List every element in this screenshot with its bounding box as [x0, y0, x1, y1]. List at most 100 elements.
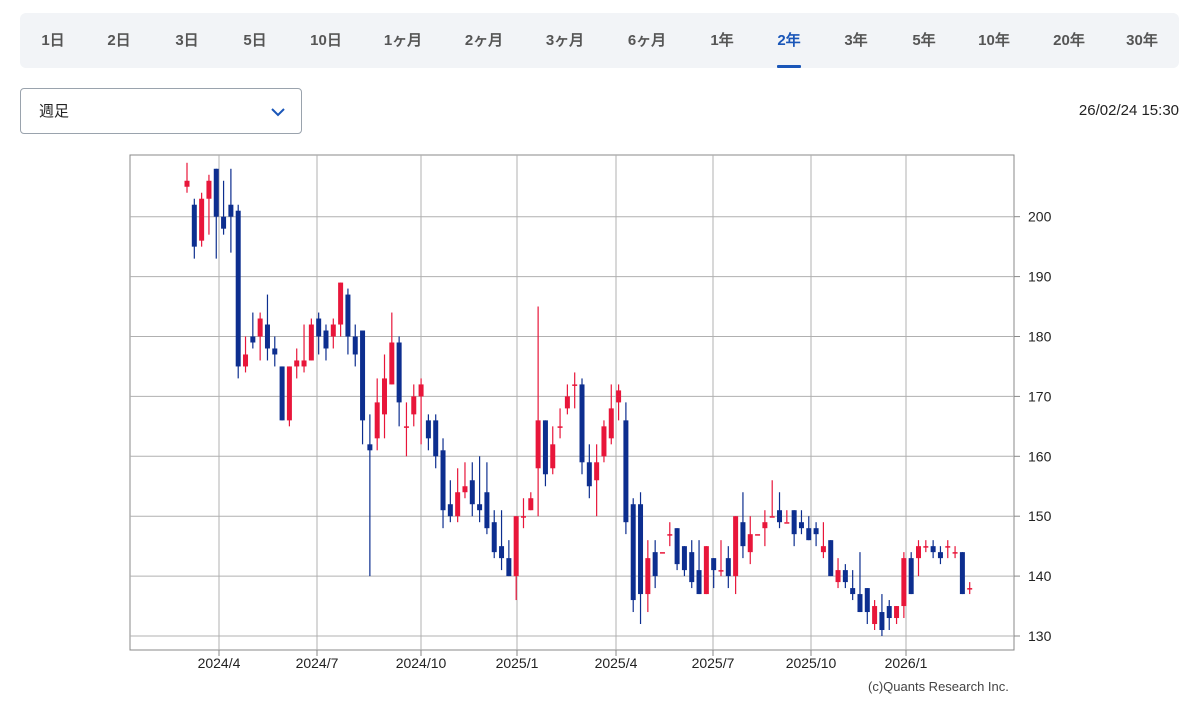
- tab-10年[interactable]: 10年: [978, 32, 1010, 49]
- candle-body: [221, 216, 227, 229]
- tab-3日[interactable]: 3日: [175, 32, 199, 49]
- candle-body: [506, 558, 512, 577]
- candle-body: [572, 384, 578, 386]
- candle-body: [755, 534, 761, 536]
- candle-body: [652, 552, 658, 577]
- x-tick-label: 2025/10: [786, 655, 837, 671]
- candle-body: [264, 324, 270, 349]
- candle-body: [484, 492, 490, 529]
- candle-body: [440, 450, 446, 511]
- candle-body: [184, 180, 190, 187]
- plot-frame: [129, 154, 1015, 651]
- candle-body: [294, 360, 300, 367]
- y-tick-label: 170: [1028, 388, 1052, 404]
- candle-body: [345, 294, 351, 337]
- candle-body: [857, 594, 863, 613]
- candle-body: [330, 324, 336, 337]
- candle-body: [638, 504, 644, 595]
- candle-body: [316, 318, 322, 337]
- y-tick-label: 130: [1028, 628, 1052, 644]
- candle-body: [455, 492, 461, 517]
- candle-body: [542, 420, 548, 475]
- x-tick-label: 2025/4: [595, 655, 638, 671]
- candle-body: [872, 606, 878, 625]
- tab-5年[interactable]: 5年: [912, 32, 936, 49]
- tab-5日[interactable]: 5日: [243, 32, 267, 49]
- candle-body: [762, 522, 768, 529]
- candle-body: [777, 510, 783, 523]
- interval-select[interactable]: 週足: [20, 88, 302, 134]
- candle-body: [382, 378, 388, 415]
- tab-1ヶ月[interactable]: 1ヶ月: [383, 32, 423, 49]
- tab-2日[interactable]: 2日: [107, 32, 131, 49]
- candle-body: [513, 516, 519, 577]
- candle-body: [916, 546, 921, 559]
- candle-body: [828, 540, 834, 577]
- candle-body: [813, 528, 819, 535]
- candle-body: [696, 570, 702, 595]
- candle-body: [923, 546, 929, 548]
- candle-body: [235, 210, 241, 367]
- candle-body: [528, 498, 534, 511]
- timestamp: 26/02/24 15:30: [1078, 102, 1179, 119]
- x-tick-label: 2024/10: [396, 655, 447, 671]
- tab-2年[interactable]: 2年: [777, 32, 801, 49]
- candle-body: [689, 552, 695, 583]
- candle-body: [630, 504, 636, 601]
- candle-body: [798, 522, 804, 529]
- candle-body: [491, 522, 497, 553]
- tab-6ヶ月[interactable]: 6ヶ月: [627, 32, 667, 49]
- candle-body: [769, 516, 775, 518]
- tab-2ヶ月[interactable]: 2ヶ月: [464, 32, 504, 49]
- candle-body: [608, 408, 614, 439]
- candle-body: [323, 330, 329, 349]
- candle-body: [806, 528, 812, 541]
- candle-body: [228, 204, 234, 217]
- candle-body: [272, 348, 278, 355]
- candle-body: [403, 426, 409, 428]
- candle-body: [469, 480, 475, 505]
- candle-body: [930, 546, 936, 553]
- tab-30年[interactable]: 30年: [1126, 32, 1158, 49]
- tab-20年[interactable]: 20年: [1053, 32, 1085, 49]
- candle-body: [550, 444, 556, 469]
- candle-body: [937, 552, 943, 559]
- candle-body: [791, 510, 797, 535]
- candle-body: [308, 324, 314, 361]
- candle-body: [952, 552, 958, 554]
- x-tick-label: 2024/4: [198, 655, 241, 671]
- tab-10日[interactable]: 10日: [310, 32, 342, 49]
- tab-3ヶ月[interactable]: 3ヶ月: [545, 32, 585, 49]
- candle-body: [835, 570, 841, 583]
- active-tab-underline: [777, 65, 801, 68]
- candle-body: [842, 570, 848, 583]
- candle-body: [945, 546, 951, 548]
- x-tick-label: 2026/1: [885, 655, 928, 671]
- candle-body: [199, 198, 205, 241]
- tab-1年[interactable]: 1年: [710, 32, 734, 49]
- candle-body: [520, 516, 526, 518]
- tab-1日[interactable]: 1日: [41, 32, 65, 49]
- candle-body: [747, 534, 753, 553]
- candle-body: [557, 426, 563, 428]
- candle-body: [499, 546, 505, 559]
- candle-body: [820, 546, 826, 553]
- candle-body: [535, 420, 541, 469]
- candle-body: [681, 546, 687, 571]
- candle-body: [243, 354, 249, 367]
- candle-body: [901, 558, 907, 607]
- y-tick-label: 190: [1028, 269, 1052, 285]
- y-tick-label: 200: [1028, 209, 1052, 225]
- candle-body: [462, 486, 468, 493]
- candle-body: [703, 546, 709, 595]
- candle-body: [352, 336, 358, 355]
- candle-body: [447, 504, 453, 517]
- candle-body: [250, 336, 256, 343]
- candle-body: [740, 522, 746, 547]
- candle-body: [586, 462, 592, 487]
- y-tick-label: 160: [1028, 448, 1052, 464]
- candle-body: [433, 420, 439, 457]
- tab-3年[interactable]: 3年: [844, 32, 868, 49]
- candle-body: [564, 396, 570, 409]
- candle-body: [959, 552, 965, 595]
